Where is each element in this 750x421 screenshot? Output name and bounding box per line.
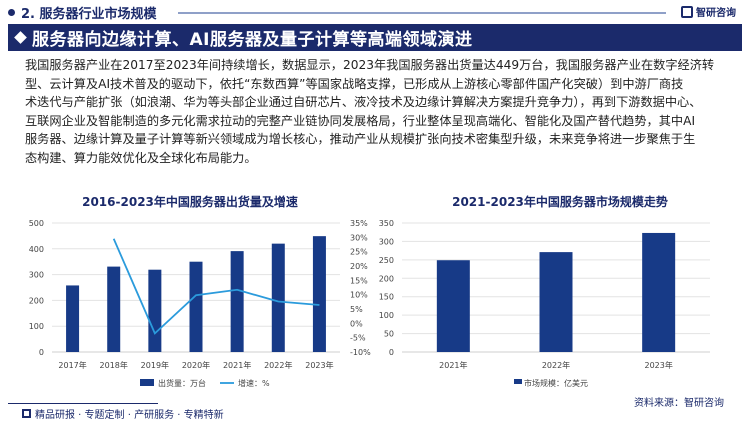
section-title: 2. 服务器行业市场规模 xyxy=(21,6,157,22)
paragraph-line: 型、云计算及AI技术普及的驱动下，依托“东数西算”等国家战略支撑，已形成从上游核… xyxy=(25,76,684,91)
y-tick-label: 300 xyxy=(379,237,394,246)
y-tick-label: 200 xyxy=(29,296,44,305)
x-tick-label: 2018年 xyxy=(100,360,128,370)
paragraph-line: 服务器、边缘计算及量子计算等新兴领域成为增长核心，推动产业从规模扩张向技术密集型… xyxy=(25,132,696,147)
growth-line xyxy=(112,238,320,335)
bar xyxy=(230,251,244,352)
bar xyxy=(436,260,470,352)
x-tick-label: 2022年 xyxy=(264,360,292,370)
source-note: 资料来源：智研咨询 xyxy=(634,398,724,409)
legend-label: 出货量：万台 xyxy=(158,378,206,388)
bar xyxy=(107,266,121,352)
bar xyxy=(539,252,573,352)
diamond-icon xyxy=(14,31,27,44)
footer: 精品研报 · 专题定制 · 产研服务 · 专精特新 xyxy=(22,406,224,421)
body-paragraph: 我国服务器产业在2017至2023年间持续增长，数据显示，2023年我国服务器出… xyxy=(25,56,735,168)
y-tick-label: 150 xyxy=(379,293,394,302)
y-tick-label: 100 xyxy=(379,311,394,320)
paragraph-line: 我国服务器产业在2017至2023年间持续增长，数据显示，2023年我国服务器出… xyxy=(25,58,715,72)
y2-tick-label: 20% xyxy=(350,262,368,271)
legend-label: 市场规模：亿美元 xyxy=(524,378,588,388)
page-title: 服务器向边缘计算、AI服务器及量子计算等高端领域演进 xyxy=(32,30,473,50)
bar xyxy=(312,236,326,352)
x-tick-label: 2017年 xyxy=(58,360,86,370)
chart-title: 2021-2023年中国服务器市场规模走势 xyxy=(452,194,668,209)
bar xyxy=(271,243,285,352)
brand-name: 智研咨询 xyxy=(696,8,736,19)
x-tick-label: 2022年 xyxy=(542,360,570,370)
bar xyxy=(148,269,162,352)
paragraph-line: 术迭代与产能扩张（如浪潮、华为等头部企业通过自研芯片、液冷技术及边缘计算解决方案… xyxy=(25,95,702,110)
x-tick-label: 2023年 xyxy=(644,360,672,370)
y-tick-label: 350 xyxy=(379,219,394,228)
legend-bar-swatch xyxy=(140,379,154,386)
y-tick-label: 0 xyxy=(389,348,394,357)
y2-tick-label: 25% xyxy=(350,248,368,257)
bar xyxy=(642,232,676,352)
paragraph-line: 互联网企业及智能制造的多元化需求拉动的完整产业链协同发展格局，行业整体呈现高端化… xyxy=(25,113,696,128)
chart-title: 2016-2023年中国服务器出货量及增速 xyxy=(82,194,298,209)
x-tick-label: 2021年 xyxy=(439,360,467,370)
y-tick-label: 250 xyxy=(379,256,394,265)
x-tick-label: 2020年 xyxy=(182,360,210,370)
logo-icon xyxy=(681,5,693,18)
y2-tick-label: 15% xyxy=(350,276,368,285)
header-divider xyxy=(178,12,666,14)
y-tick-label: 0 xyxy=(39,348,44,357)
x-tick-label: 2023年 xyxy=(305,360,333,370)
y2-tick-label: -5% xyxy=(350,334,366,343)
y-tick-label: 300 xyxy=(29,271,44,280)
legend-label: 增速：% xyxy=(238,378,270,388)
y2-tick-label: 0% xyxy=(350,319,363,328)
section-header: 2. 服务器行业市场规模 xyxy=(8,3,157,22)
x-tick-label: 2021年 xyxy=(223,360,251,370)
bar xyxy=(66,285,80,352)
shipment-chart: 2016-2023年中国服务器出货量及增速 0 100 200 300 400 500 201… xyxy=(29,194,371,388)
market-size-chart: 2021-2023年中国服务器市场规模走势 0 50 100 150 200 250 300 3… xyxy=(379,194,710,388)
y-tick-label: 50 xyxy=(384,330,394,339)
x-tick-label: 2019年 xyxy=(141,360,169,370)
legend-bar-swatch xyxy=(514,379,522,384)
y2-tick-label: -10% xyxy=(350,348,371,357)
y-tick-label: 100 xyxy=(29,322,44,331)
footer-text: 精品研报 · 专题定制 · 产研服务 · 专精特新 xyxy=(35,410,224,421)
title-banner: 服务器向边缘计算、AI服务器及量子计算等高端领域演进 xyxy=(8,24,742,51)
bar xyxy=(189,261,203,352)
y2-tick-label: 35% xyxy=(350,219,368,228)
y2-tick-label: 30% xyxy=(350,233,368,242)
y-tick-label: 200 xyxy=(379,274,394,283)
y-tick-label: 400 xyxy=(29,245,44,254)
brand-logo: 智研咨询 xyxy=(681,4,736,19)
y-tick-label: 500 xyxy=(29,219,44,228)
footer-divider xyxy=(8,403,158,404)
y2-tick-label: 5% xyxy=(350,305,363,314)
y2-tick-label: 10% xyxy=(350,291,368,300)
logo-icon xyxy=(22,409,31,418)
paragraph-line: 态构建、算力能效优化及全球化布局能力。 xyxy=(25,150,257,165)
bullet-icon xyxy=(8,8,15,16)
